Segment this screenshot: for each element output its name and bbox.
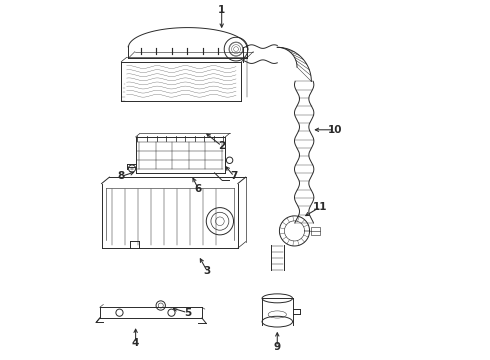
Text: 4: 4 bbox=[132, 338, 139, 348]
Text: 3: 3 bbox=[204, 266, 211, 276]
Text: 11: 11 bbox=[313, 202, 327, 212]
Text: 1: 1 bbox=[218, 5, 225, 15]
Text: 7: 7 bbox=[231, 171, 238, 181]
Text: 8: 8 bbox=[118, 171, 125, 181]
Text: 5: 5 bbox=[184, 308, 191, 318]
Text: 9: 9 bbox=[274, 342, 281, 352]
Text: 10: 10 bbox=[327, 125, 342, 135]
Text: 2: 2 bbox=[218, 141, 225, 151]
Text: 6: 6 bbox=[195, 184, 202, 194]
